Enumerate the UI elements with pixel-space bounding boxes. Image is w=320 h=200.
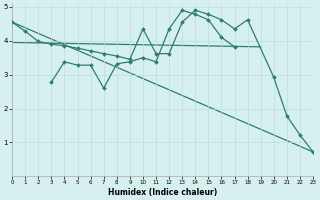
X-axis label: Humidex (Indice chaleur): Humidex (Indice chaleur) — [108, 188, 217, 197]
